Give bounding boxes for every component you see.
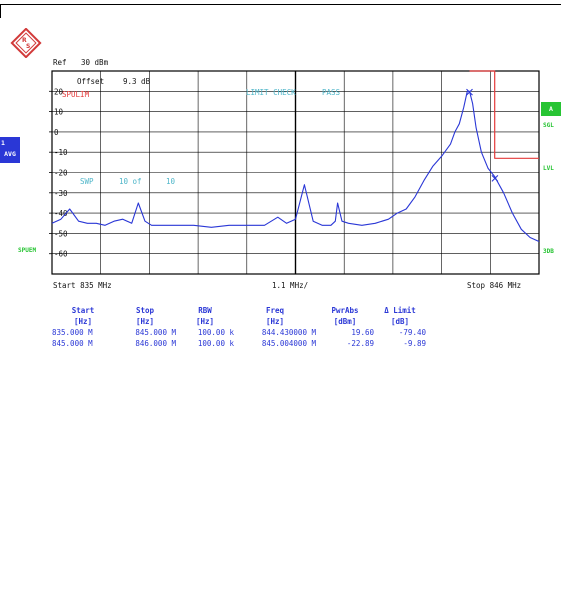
y-tick-label: -50 (54, 229, 68, 238)
trace-number: 1 (1, 139, 5, 147)
trace-badge: 1 AVG (0, 137, 20, 163)
results-header: Freq (265, 306, 285, 315)
table-row: 835.000 M 845.000 M 100.00 k 844.430000 … (52, 327, 426, 338)
right-badge: A (541, 102, 561, 116)
y-tick-label: -30 (54, 189, 68, 198)
offset-value: 9.3 dB (123, 77, 151, 86)
table-cell: 845.000 M (52, 339, 93, 348)
limit-check-label: LIMIT CHECK (246, 88, 296, 97)
table-row: 845.000 M 846.000 M 100.00 k 845.004000 … (52, 338, 426, 349)
table-cell: 844.430000 M (261, 328, 316, 337)
trace-mode: AVG (4, 150, 16, 158)
table-cell: 845.004000 M (261, 339, 316, 348)
sweep-total: 10 (166, 177, 176, 186)
results-unit: [Hz] (135, 317, 155, 326)
y-tick-label: -10 (54, 148, 68, 157)
results-header: Δ Limit (384, 306, 416, 315)
top-border (0, 4, 561, 5)
ref-label: Ref (53, 58, 67, 67)
marker-point (466, 88, 473, 96)
table-cell: 19.60 (351, 328, 374, 337)
spectrum-chart: 20 10 0 -10 -20 -30 -40 -50 -60 (49, 70, 540, 275)
y-tick-label: -20 (54, 169, 68, 178)
lvl-label: LVL (543, 165, 554, 172)
table-cell: 100.00 k (197, 339, 234, 348)
results-header: Stop (135, 306, 155, 315)
stop-frequency: Stop 846 MHz (467, 281, 522, 290)
y-tick-label: -40 (54, 209, 68, 218)
offset-label: Offset (77, 77, 105, 86)
y-tick-label: 10 (54, 108, 64, 117)
results-header: RBW (198, 306, 212, 315)
table-cell: 846.000 M (135, 339, 176, 348)
sweep-count: 10 of (119, 177, 142, 186)
results-unit: [dBm] (333, 317, 357, 326)
table-cell: -9.89 (403, 339, 426, 348)
table-cell: 100.00 k (197, 328, 234, 337)
table-cell: 835.000 M (52, 328, 93, 337)
results-unit: [Hz] (265, 317, 285, 326)
limit-check-result: PASS (322, 88, 341, 97)
results-header: PwrAbs (331, 306, 359, 315)
results-unit: [dB] (390, 317, 410, 326)
3db-label: 3DB (543, 248, 554, 255)
results-table: Start Stop RBW Freq PwrAbs Δ Limit [Hz] … (52, 305, 426, 349)
sweep-label: SWP (80, 177, 94, 186)
left-border-tick (0, 4, 1, 18)
results-header: Start (71, 306, 95, 315)
spuem-label: SPUEM (18, 247, 37, 254)
y-tick-label: -60 (54, 250, 68, 259)
svg-text:S: S (26, 43, 30, 50)
y-tick-label: 20 (54, 87, 64, 96)
results-unit: [Hz] (73, 317, 93, 326)
table-cell: -22.89 (346, 339, 374, 348)
rohde-schwarz-logo: R S (10, 28, 42, 58)
marker-point (491, 174, 499, 182)
start-frequency: Start 835 MHz (53, 281, 112, 290)
spectrum-trace-line (51, 90, 540, 243)
y-tick-label: 0 (54, 128, 59, 137)
span-per-division: 1.1 MHz/ (272, 281, 309, 290)
sgl-label: SGL (543, 122, 554, 129)
limit-line (469, 70, 539, 159)
svg-text:R: R (22, 37, 27, 44)
results-unit-row: [Hz] [Hz] [Hz] [Hz] [dBm] [dB] (52, 316, 426, 327)
table-cell: 845.000 M (135, 328, 176, 337)
results-unit: [Hz] (195, 317, 215, 326)
limit-line-label: SPULIM (62, 90, 90, 99)
table-cell: -79.40 (398, 328, 426, 337)
ref-value: 30 dBm (81, 58, 109, 67)
results-header-row: Start Stop RBW Freq PwrAbs Δ Limit (52, 305, 426, 316)
